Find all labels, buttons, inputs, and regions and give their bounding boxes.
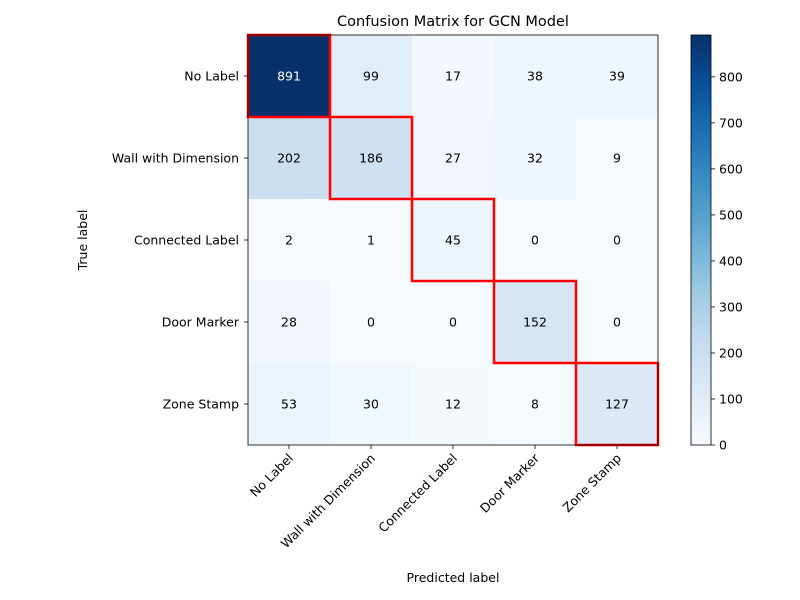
cell-value-label: 39 xyxy=(609,69,625,84)
cell-value-label: 0 xyxy=(613,233,621,248)
colorbar-tick-label: 100 xyxy=(719,391,743,406)
y-axis-label: True label xyxy=(75,210,90,272)
cell-value-label: 152 xyxy=(523,315,547,330)
heatmap-cell xyxy=(576,117,658,199)
x-tick-label: Connected Label xyxy=(375,451,460,536)
colorbar-tick-label: 400 xyxy=(719,253,743,268)
y-tick-label: Door Marker xyxy=(162,315,240,330)
x-tick-label: No Label xyxy=(247,451,296,500)
colorbar-tick-label: 700 xyxy=(719,115,743,130)
y-tick-label: Zone Stamp xyxy=(163,397,239,412)
y-tick-label: No Label xyxy=(184,69,239,84)
cell-value-label: 891 xyxy=(277,69,301,84)
y-axis-ticks: No Label Wall with Dimension Connected Lab… xyxy=(112,69,248,412)
cell-value-label: 38 xyxy=(527,69,543,84)
y-tick-label: Wall with Dimension xyxy=(112,151,239,166)
heatmap-cell xyxy=(330,199,412,281)
heatmap-cell xyxy=(494,281,576,363)
x-tick-label: Door Marker xyxy=(477,450,543,516)
diagonal-highlights xyxy=(246,33,660,447)
heatmap-cell xyxy=(412,117,494,199)
cell-value-label: 32 xyxy=(527,151,543,166)
x-tick-label: Zone Stamp xyxy=(559,450,624,515)
cell-value-label: 202 xyxy=(277,151,301,166)
cell-value-label: 1 xyxy=(367,233,375,248)
cell-value-label: 53 xyxy=(281,397,297,412)
heatmap-cell xyxy=(412,35,494,117)
cell-value-labels: 891 99 17 38 39 202 186 27 32 9 2 1 45 0 0 28 0 0 152 0 53 30… xyxy=(277,69,629,412)
heatmap-cell xyxy=(330,117,412,199)
colorbar-tick-label: 300 xyxy=(719,299,743,314)
heatmap-cell xyxy=(248,117,330,199)
heatmap-cell xyxy=(248,363,330,445)
heatmap-cell xyxy=(576,199,658,281)
heatmap-cell xyxy=(248,281,330,363)
colorbar-tick-label: 0 xyxy=(719,438,727,453)
cell-value-label: 2 xyxy=(285,233,293,248)
heatmap-cell xyxy=(494,35,576,117)
heatmap-cells xyxy=(248,35,658,445)
heatmap-cell xyxy=(330,35,412,117)
cell-value-label: 0 xyxy=(531,233,539,248)
heatmap-cell xyxy=(330,281,412,363)
colorbar xyxy=(690,34,712,446)
x-tick-label: Wall with Dimension xyxy=(278,451,378,551)
colorbar-tick-label: 800 xyxy=(719,69,743,84)
y-tick-label: Connected Label xyxy=(134,233,239,248)
cell-value-label: 0 xyxy=(367,315,375,330)
cell-value-label: 8 xyxy=(531,397,539,412)
heatmap-cell xyxy=(248,199,330,281)
cell-value-label: 186 xyxy=(359,151,383,166)
colorbar-tick-label: 500 xyxy=(719,207,743,222)
heatmap-cell xyxy=(494,363,576,445)
diagonal-highlight-box xyxy=(410,197,496,283)
cell-value-label: 27 xyxy=(445,151,461,166)
cell-value-label: 45 xyxy=(445,233,461,248)
cell-value-label: 0 xyxy=(613,315,621,330)
heatmap-cell xyxy=(248,35,330,117)
cell-value-label: 127 xyxy=(605,397,629,412)
cell-value-label: 0 xyxy=(449,315,457,330)
cell-value-label: 12 xyxy=(445,397,461,412)
heatmap-cell xyxy=(576,281,658,363)
colorbar-tick-label: 600 xyxy=(719,161,743,176)
diagonal-highlight-box xyxy=(492,279,578,365)
cell-value-label: 28 xyxy=(281,315,297,330)
cell-value-label: 9 xyxy=(613,151,621,166)
x-axis-label: Predicted label xyxy=(407,570,500,585)
heatmap-cell xyxy=(412,199,494,281)
heatmap-cell xyxy=(494,199,576,281)
colorbar-ticks: 0 100 200 300 400 500 600 700 800 xyxy=(711,69,743,453)
diagonal-highlight-box xyxy=(328,115,414,201)
heatmap-cell xyxy=(412,281,494,363)
heatmap-cell xyxy=(494,117,576,199)
chart-title: Confusion Matrix for GCN Model xyxy=(337,14,569,30)
heatmap-cell xyxy=(576,35,658,117)
cell-value-label: 17 xyxy=(445,69,461,84)
cell-value-label: 30 xyxy=(363,397,379,412)
colorbar-tick-label: 200 xyxy=(719,345,743,360)
heatmap-cell xyxy=(412,363,494,445)
heatmap-cell xyxy=(576,363,658,445)
cell-value-label: 99 xyxy=(363,69,379,84)
heatmap-cell xyxy=(330,363,412,445)
